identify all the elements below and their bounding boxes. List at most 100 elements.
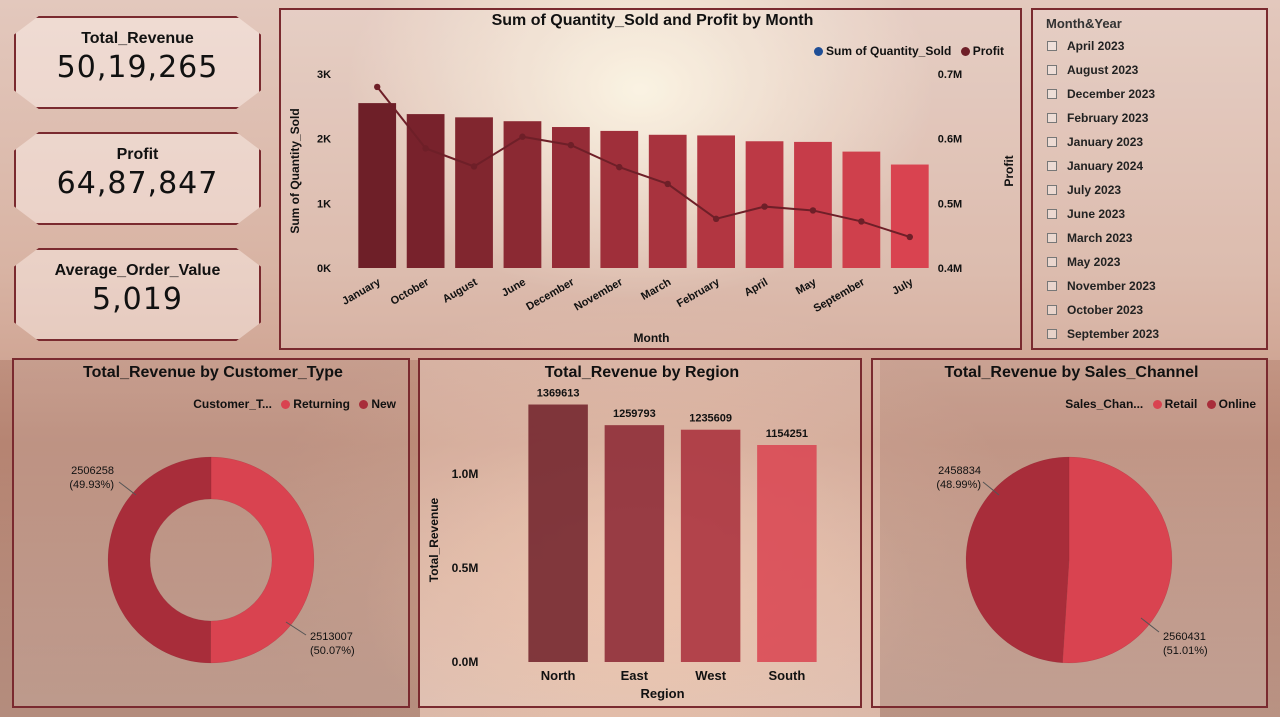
bar-west[interactable] <box>680 429 741 662</box>
checkbox[interactable] <box>1047 113 1057 123</box>
region-chart-panel[interactable]: Total_Revenue by Region 0.0M 0.5M 1.0M Tota… <box>418 358 862 708</box>
slicer-item-label: January 2024 <box>1067 159 1144 173</box>
y2-axis-label: Profit <box>1002 155 1016 186</box>
checkbox[interactable] <box>1047 233 1057 243</box>
profit-point[interactable] <box>858 218 865 225</box>
profit-point[interactable] <box>374 83 381 91</box>
bar-north[interactable] <box>528 404 588 662</box>
profit-point[interactable] <box>664 180 671 188</box>
profit-point[interactable] <box>470 163 478 170</box>
profit-point[interactable] <box>712 215 720 223</box>
bar-november[interactable] <box>600 130 639 268</box>
profit-point[interactable] <box>567 141 575 149</box>
slicer-item[interactable]: April 2023 <box>1045 34 1260 58</box>
bar-september[interactable] <box>842 151 881 268</box>
slicer-item[interactable]: June 2023 <box>1045 202 1260 226</box>
x-tick-label: East <box>621 668 649 683</box>
checkbox[interactable] <box>1047 305 1057 315</box>
bar-east[interactable] <box>604 425 665 662</box>
chart-title: Total_Revenue by Region <box>544 364 740 381</box>
x-tick-label: January <box>340 276 383 308</box>
checkbox[interactable] <box>1047 281 1057 291</box>
bar-february[interactable] <box>697 135 736 268</box>
legend-marker-quantity <box>814 47 823 56</box>
bar-january[interactable] <box>358 103 397 268</box>
profit-point[interactable] <box>906 233 913 241</box>
profit-line <box>376 86 911 238</box>
kpi-total-revenue: Total_Revenue 50,19,265 <box>14 16 261 109</box>
checkbox[interactable] <box>1047 89 1057 99</box>
x-axis-label: Month <box>634 331 670 345</box>
data-label: 1235609 <box>689 413 732 425</box>
slicer-item[interactable]: February 2023 <box>1045 106 1260 130</box>
chart-legend: Sales_Chan... Retail Online <box>1065 397 1256 411</box>
bar-august[interactable] <box>455 117 493 269</box>
kpi-label: Average_Order_Value <box>54 262 221 279</box>
slicer-item[interactable]: January 2024 <box>1045 154 1260 178</box>
data-label: 2560431 <box>1163 631 1206 643</box>
kpi-profit: Profit 64,87,847 <box>14 132 261 225</box>
checkbox[interactable] <box>1047 209 1057 219</box>
bar-october[interactable] <box>406 114 445 269</box>
bar-july[interactable] <box>890 164 929 268</box>
slicer-item[interactable]: July 2023 <box>1045 178 1260 202</box>
slice-retail[interactable] <box>1062 456 1173 664</box>
data-label-percent: (50.07%) <box>310 645 355 657</box>
profit-point[interactable] <box>519 133 526 140</box>
checkbox[interactable] <box>1047 137 1057 147</box>
x-tick-label: September <box>812 276 868 315</box>
slicer-item[interactable]: May 2023 <box>1045 250 1260 274</box>
slicer-item-label: February 2023 <box>1067 111 1149 125</box>
checkbox[interactable] <box>1047 329 1057 339</box>
slicer-item[interactable]: December 2023 <box>1045 82 1260 106</box>
bar-south[interactable] <box>757 445 817 662</box>
slice-new[interactable] <box>107 456 212 664</box>
x-tick-label: May <box>794 276 819 298</box>
y2-tick-label: 0.5M <box>938 198 962 210</box>
checkbox[interactable] <box>1047 65 1057 75</box>
slicer-item-label: June 2023 <box>1067 207 1126 221</box>
sales-channel-panel[interactable]: Total_Revenue by Sales_Channel Sales_Cha… <box>871 358 1268 708</box>
slicer-item[interactable]: November 2023 <box>1045 274 1260 298</box>
data-label-percent: (49.93%) <box>69 479 114 491</box>
legend-marker-profit <box>960 47 970 56</box>
slicer-item[interactable]: March 2023 <box>1045 226 1260 250</box>
chart-title: Total_Revenue by Sales_Channel <box>944 364 1199 381</box>
customer-type-panel[interactable]: Total_Revenue by Customer_Type Customer_… <box>12 358 410 708</box>
checkbox[interactable] <box>1047 185 1057 195</box>
slicer-title: Month&Year <box>1046 16 1122 31</box>
y-axis-label: Total_Revenue <box>427 497 441 582</box>
profit-point[interactable] <box>809 207 817 214</box>
slicer-item[interactable]: January 2023 <box>1045 130 1260 154</box>
slicer-item-label: December 2023 <box>1067 87 1156 101</box>
checkbox[interactable] <box>1047 161 1057 171</box>
x-tick-label: June <box>500 276 528 299</box>
y-tick-label: 1.0M <box>452 467 479 481</box>
legend-label: Returning <box>293 397 350 411</box>
data-label: 2506258 <box>71 465 114 477</box>
data-label: 1259793 <box>613 408 656 420</box>
profit-point[interactable] <box>422 145 429 152</box>
kpi-value: 50,19,265 <box>56 50 219 85</box>
month-chart-panel[interactable]: Sum of Quantity_Sold and Profit by Month… <box>279 8 1022 350</box>
slicer-item-label: October 2023 <box>1067 303 1144 317</box>
checkbox[interactable] <box>1047 257 1057 267</box>
bar-may[interactable] <box>794 141 832 268</box>
region-bar-chart: 0.0M 0.5M 1.0M Total_Revenue 1369613 North 125… <box>427 388 817 701</box>
x-tick-label: West <box>695 668 726 683</box>
slicer-item[interactable]: September 2023 <box>1045 322 1260 346</box>
y-tick-label: 3K <box>317 69 331 81</box>
slice-returning[interactable] <box>210 456 315 664</box>
profit-point[interactable] <box>761 203 768 210</box>
legend-label: New <box>371 397 396 411</box>
checkbox[interactable] <box>1047 41 1057 51</box>
legend-title: Sales_Chan... <box>1065 397 1144 411</box>
bar-march[interactable] <box>648 134 687 268</box>
legend-label: Sum of Quantity_Sold <box>826 44 952 58</box>
slicer-item[interactable]: October 2023 <box>1045 298 1260 322</box>
slicer-item[interactable]: August 2023 <box>1045 58 1260 82</box>
bar-june[interactable] <box>503 121 542 268</box>
profit-point[interactable] <box>616 163 623 171</box>
x-axis-label: Region <box>640 686 684 701</box>
slice-online[interactable] <box>965 456 1070 664</box>
